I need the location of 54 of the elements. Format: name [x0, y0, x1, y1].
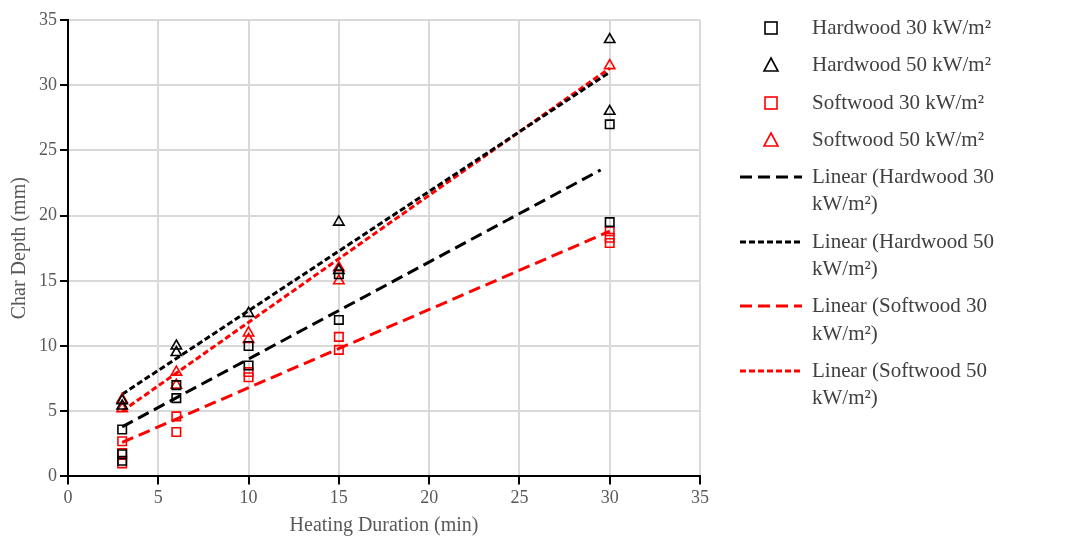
legend-label: Softwood 30 kW/m²	[812, 88, 984, 116]
point	[604, 226, 615, 237]
x-axis-title: Heating Duration (min)	[289, 513, 479, 537]
point	[243, 367, 254, 378]
legend-label: Softwood 50 kW/m²	[812, 125, 984, 153]
x-tick-label: 35	[691, 486, 709, 507]
legend-label: Linear (Hardwood 50 kW/m²)	[812, 227, 995, 283]
y-tick-label: 20	[39, 204, 57, 225]
y-tick-label: 10	[39, 334, 57, 355]
x-tick-label: 25	[510, 486, 529, 507]
point	[117, 424, 128, 435]
point	[243, 372, 254, 383]
point	[242, 306, 255, 318]
point	[170, 339, 183, 350]
legend-label: Hardwood 30 kW/m²	[812, 14, 991, 41]
point	[603, 58, 616, 70]
y-tick-label: 35	[39, 8, 57, 29]
y-tick-label: 0	[48, 465, 57, 486]
point	[170, 345, 183, 357]
y-tick-label: 15	[39, 269, 57, 290]
x-tick-label: 5	[153, 486, 163, 507]
y-tick-label: 25	[39, 139, 57, 160]
x-tick-label: 15	[329, 486, 348, 507]
x-tick-label: 20	[420, 486, 439, 507]
point	[332, 215, 345, 226]
legend-label: Linear (Softwood 30 kW/m²)	[812, 292, 988, 347]
point	[604, 119, 615, 130]
point	[243, 360, 254, 371]
point	[332, 274, 345, 285]
legend-label: Hardwood 50 kW/m²	[812, 51, 991, 79]
point	[171, 427, 182, 438]
point	[243, 340, 254, 352]
point	[603, 32, 616, 44]
y-axis-title: Char Depth (mm)	[7, 177, 31, 320]
point	[171, 393, 182, 404]
point	[333, 314, 344, 325]
point	[170, 365, 183, 376]
point	[604, 217, 615, 228]
point	[604, 232, 615, 243]
point	[333, 269, 344, 280]
point	[333, 331, 344, 342]
legend-label: Linear (Hardwood 30 kW/m²)	[812, 163, 995, 218]
x-tick-label: 10	[239, 486, 258, 507]
point	[171, 411, 182, 422]
point	[333, 344, 344, 355]
point	[117, 436, 128, 447]
point	[242, 326, 255, 337]
point	[604, 237, 615, 249]
y-tick-label: 30	[39, 73, 57, 94]
x-tick-label: 0	[63, 486, 73, 507]
x-tick-label: 30	[600, 486, 619, 507]
y-tick-label: 5	[48, 399, 57, 420]
point	[603, 104, 616, 116]
legend-label: Linear (Softwood 50 kW/m²)	[812, 356, 988, 412]
